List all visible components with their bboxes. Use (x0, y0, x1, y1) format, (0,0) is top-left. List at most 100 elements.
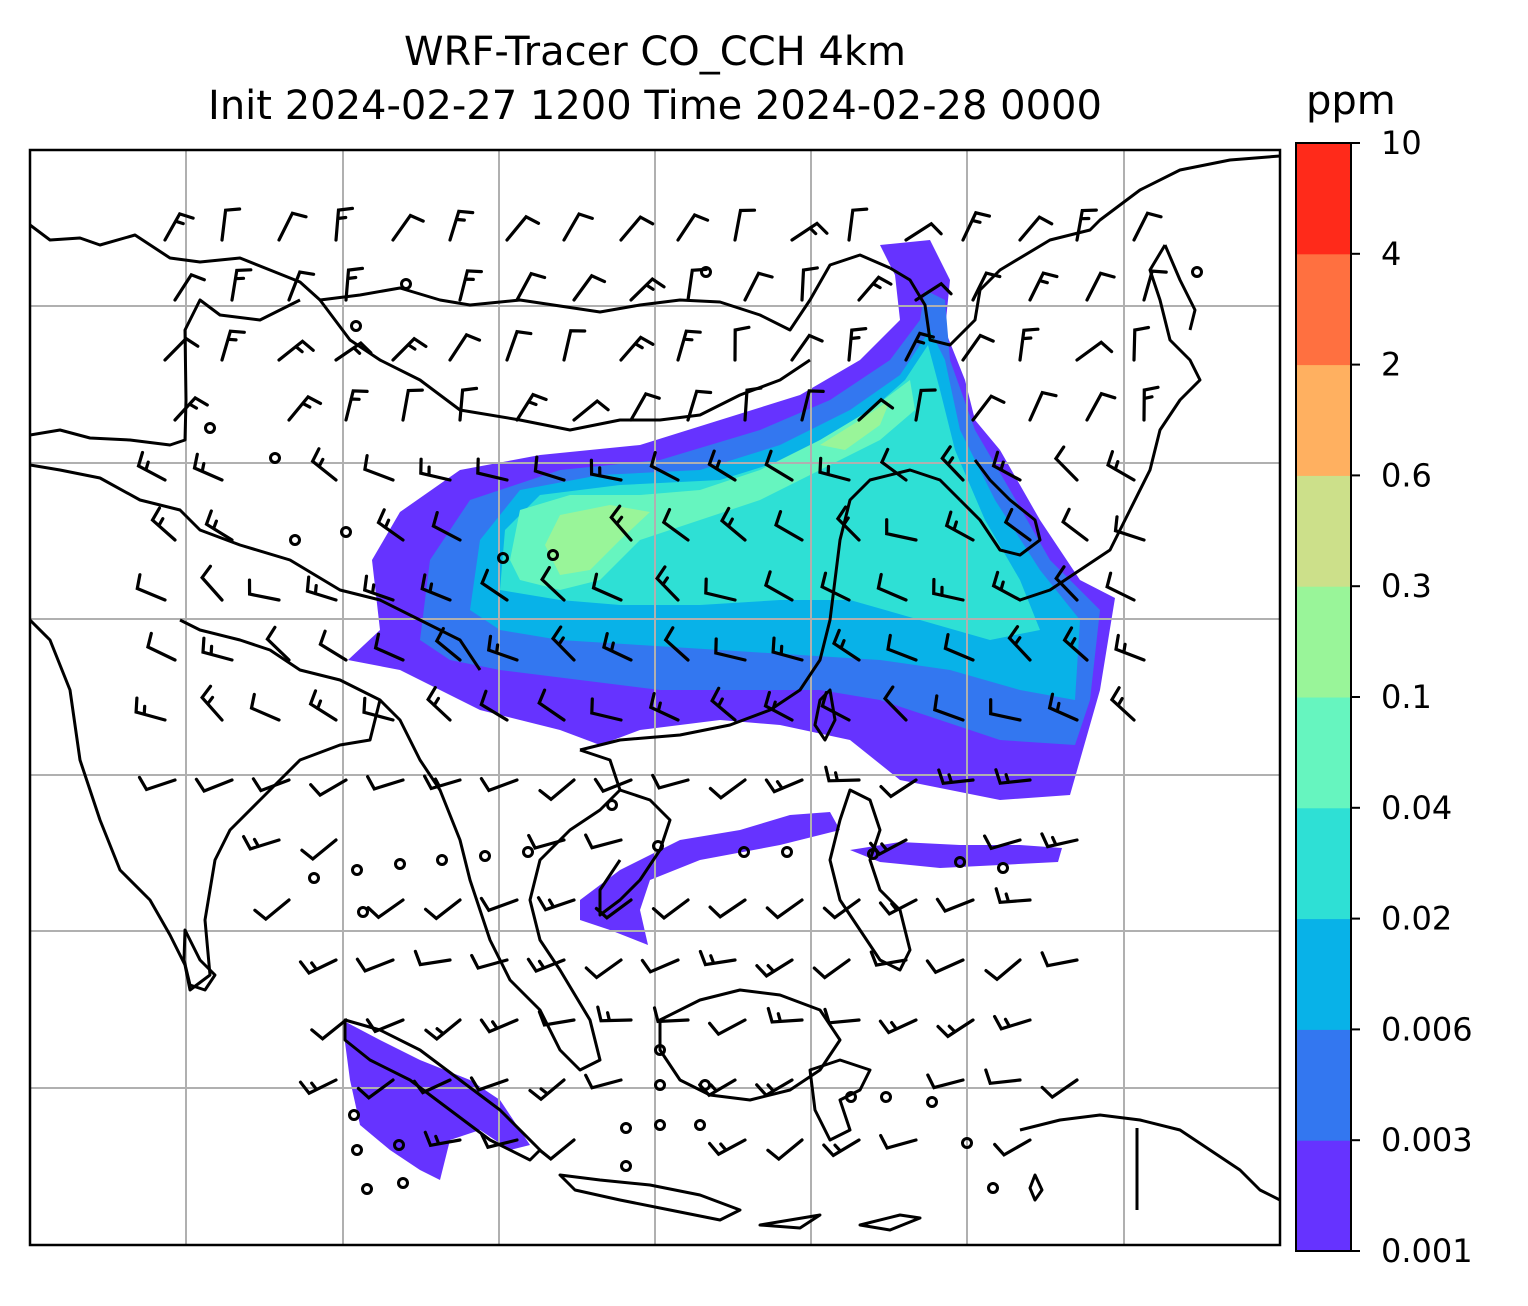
calm-wind-circle (308, 872, 320, 884)
calm-wind-circle (479, 850, 491, 862)
wind-barb (619, 335, 655, 362)
wind-barb (220, 207, 242, 242)
colorbar-tick-label: 0.1 (1381, 678, 1432, 716)
wind-barb (1040, 832, 1079, 849)
wind-barb (940, 445, 965, 482)
wind-barb (847, 327, 868, 362)
colorbar-segment (1296, 253, 1351, 366)
calm-wind-circle (845, 1091, 857, 1103)
wind-barb (676, 213, 710, 242)
wind-barb (146, 631, 177, 662)
wind-barb (163, 211, 195, 242)
colorbar-segment (1296, 1029, 1351, 1141)
wind-barb (652, 1006, 690, 1024)
wind-barb (134, 696, 167, 722)
wind-barb (904, 221, 943, 242)
wind-barb (824, 765, 861, 783)
wind-barb (984, 1068, 1022, 1086)
wind-barb (822, 1138, 861, 1158)
wind-barb (655, 565, 680, 602)
calm-wind-circle (289, 534, 301, 546)
calm-wind-circle (394, 858, 406, 870)
wind-barb (1054, 565, 1079, 602)
colorbar-segment (1296, 586, 1351, 698)
wind-barb (355, 957, 395, 973)
wind-barb (1105, 571, 1136, 602)
calm-wind-circle (954, 856, 966, 868)
wind-barb (619, 215, 655, 242)
wind-barb (800, 266, 819, 302)
wind-barb (424, 898, 462, 921)
wind-barb (857, 275, 893, 302)
wind-barb (774, 510, 804, 542)
wind-barb (200, 684, 224, 722)
plume-streak-east (850, 842, 1062, 868)
wind-barb (925, 958, 965, 975)
calm-wind-circle (351, 864, 363, 876)
wind-barb (298, 1078, 338, 1096)
calm-wind-circle (700, 266, 712, 278)
calm-wind-circles (204, 266, 1203, 1195)
wind-barb (651, 898, 690, 920)
wind-barb (173, 395, 209, 422)
wind-barb (589, 458, 623, 482)
wind-barb (926, 1073, 965, 1090)
wind-barb (886, 633, 918, 662)
wind-barb (1047, 692, 1079, 722)
wind-barb (362, 574, 395, 602)
colorbar-segment (1296, 1140, 1351, 1252)
wind-barb (764, 778, 804, 794)
wind-barb (1007, 625, 1032, 662)
wind-barb (526, 957, 566, 973)
wind-barb (201, 636, 234, 662)
wind-barb (249, 692, 281, 722)
wind-barb (1106, 450, 1136, 482)
wind-barb (423, 774, 462, 791)
wind-barb (1018, 327, 1040, 362)
wind-barb (479, 896, 519, 913)
wind-barb (686, 389, 713, 422)
calm-wind-circle (867, 848, 879, 860)
colorbar-tick-label: 0.04 (1381, 789, 1452, 827)
calm-wind-circle (361, 1183, 373, 1195)
wind-barb (515, 271, 547, 302)
tracer-plume (342, 240, 1115, 1180)
wind-barb (733, 325, 751, 362)
wind-barb (362, 696, 395, 722)
wind-barb (356, 1078, 395, 1100)
colorbar-tick-label: 2 (1381, 346, 1401, 384)
wind-barb (550, 625, 576, 662)
wind-barb (991, 450, 1022, 482)
wind-barb (527, 833, 566, 850)
wind-barb (993, 1014, 1032, 1031)
wind-barb (1075, 208, 1098, 242)
wind-barb (376, 508, 405, 542)
wind-barb (247, 578, 281, 602)
wind-barb (426, 686, 452, 722)
colorbar-tick-label: 0.02 (1381, 900, 1452, 938)
wind-barb (991, 570, 1022, 602)
wind-barb (790, 333, 824, 362)
wind-barb (818, 456, 851, 482)
wind-barb (820, 691, 851, 722)
wind-barb (537, 688, 566, 722)
title-line-1: WRF-Tracer CO_CCH 4km (403, 29, 907, 75)
wind-barb (373, 632, 405, 662)
wind-barb (1003, 507, 1032, 542)
wind-barb (914, 388, 937, 422)
calm-wind-circle (351, 1144, 363, 1156)
wind-barb (505, 329, 533, 362)
wind-barb (136, 450, 167, 482)
wind-barb (698, 949, 737, 967)
wind-barb (192, 452, 224, 482)
wind-barb (944, 510, 975, 542)
wind-barb (629, 276, 666, 302)
wind-barb (743, 386, 763, 422)
wind-barb (835, 505, 861, 542)
wind-barb (366, 898, 405, 920)
calm-wind-circle (652, 840, 664, 852)
wind-barb (937, 768, 975, 786)
wind-barb (1028, 390, 1058, 422)
wind-barb (1109, 686, 1136, 722)
